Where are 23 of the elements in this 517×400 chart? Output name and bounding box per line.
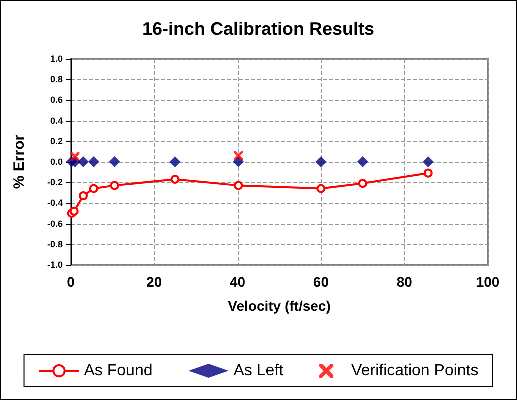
x-tick-label: 20 <box>146 274 162 290</box>
chart-title: 16-inch Calibration Results <box>142 19 375 39</box>
legend-label: As Left <box>234 362 284 380</box>
x-tick-label: 40 <box>230 274 246 290</box>
y-tick-label: -0.8 <box>47 239 63 250</box>
y-tick-label: -1.0 <box>47 260 63 270</box>
y-tick-label: -0.6 <box>47 218 63 229</box>
y-tick-label: 0.4 <box>50 116 63 126</box>
y-tick-label: -0.2 <box>47 178 63 188</box>
y-tick-label: 0.0 <box>50 157 63 167</box>
y-tick-label: 1.0 <box>50 54 63 64</box>
x-axis-title: Velocity (ft/sec) <box>228 298 331 314</box>
y-tick-label: 0.2 <box>50 136 63 146</box>
y-tick-label: 0.8 <box>50 74 63 85</box>
legend-label: As Found <box>84 362 153 380</box>
y-tick-label: 0.6 <box>50 95 63 106</box>
x-tick-label: 100 <box>476 274 500 290</box>
y-tick-label: -0.4 <box>47 198 63 208</box>
y-axis-title: % Error <box>11 134 28 190</box>
x-tick-label: 0 <box>67 274 76 290</box>
x-tick-label: 80 <box>396 274 413 290</box>
legend-label: Verification Points <box>352 362 479 380</box>
x-tick-label: 60 <box>313 274 330 290</box>
